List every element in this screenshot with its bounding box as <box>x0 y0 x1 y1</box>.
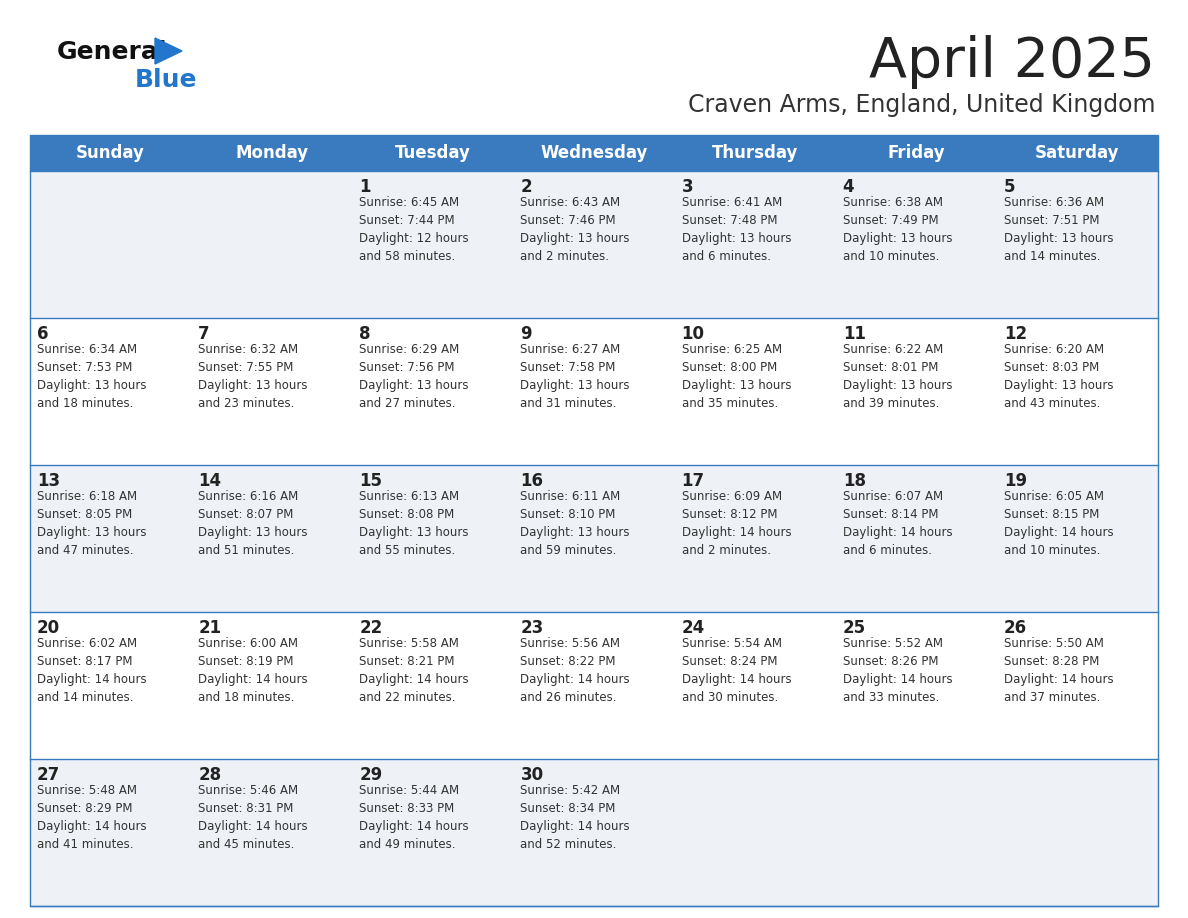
Text: Sunrise: 5:54 AM
Sunset: 8:24 PM
Daylight: 14 hours
and 30 minutes.: Sunrise: 5:54 AM Sunset: 8:24 PM Dayligh… <box>682 637 791 704</box>
Text: Monday: Monday <box>235 144 308 162</box>
Bar <box>30 759 1158 906</box>
Text: 26: 26 <box>1004 619 1026 637</box>
Bar <box>30 171 1158 318</box>
Text: Thursday: Thursday <box>712 144 798 162</box>
Text: Blue: Blue <box>135 68 197 92</box>
Text: 16: 16 <box>520 472 543 490</box>
Text: 6: 6 <box>37 325 49 343</box>
Text: 8: 8 <box>359 325 371 343</box>
Text: Sunrise: 5:52 AM
Sunset: 8:26 PM
Daylight: 14 hours
and 33 minutes.: Sunrise: 5:52 AM Sunset: 8:26 PM Dayligh… <box>842 637 953 704</box>
Text: 7: 7 <box>198 325 210 343</box>
Text: General: General <box>57 40 168 64</box>
Text: Sunrise: 6:02 AM
Sunset: 8:17 PM
Daylight: 14 hours
and 14 minutes.: Sunrise: 6:02 AM Sunset: 8:17 PM Dayligh… <box>37 637 146 704</box>
Text: April 2025: April 2025 <box>868 35 1155 89</box>
Text: 29: 29 <box>359 766 383 784</box>
Text: 11: 11 <box>842 325 866 343</box>
Text: 3: 3 <box>682 178 693 196</box>
Text: 22: 22 <box>359 619 383 637</box>
Text: 9: 9 <box>520 325 532 343</box>
Text: Sunrise: 6:18 AM
Sunset: 8:05 PM
Daylight: 13 hours
and 47 minutes.: Sunrise: 6:18 AM Sunset: 8:05 PM Dayligh… <box>37 490 146 557</box>
Text: Sunrise: 5:50 AM
Sunset: 8:28 PM
Daylight: 14 hours
and 37 minutes.: Sunrise: 5:50 AM Sunset: 8:28 PM Dayligh… <box>1004 637 1113 704</box>
Text: Sunrise: 6:34 AM
Sunset: 7:53 PM
Daylight: 13 hours
and 18 minutes.: Sunrise: 6:34 AM Sunset: 7:53 PM Dayligh… <box>37 343 146 410</box>
Text: Tuesday: Tuesday <box>394 144 470 162</box>
Text: 1: 1 <box>359 178 371 196</box>
Text: Sunrise: 5:46 AM
Sunset: 8:31 PM
Daylight: 14 hours
and 45 minutes.: Sunrise: 5:46 AM Sunset: 8:31 PM Dayligh… <box>198 784 308 851</box>
Text: 2: 2 <box>520 178 532 196</box>
Bar <box>30 612 1158 759</box>
Text: Sunrise: 6:20 AM
Sunset: 8:03 PM
Daylight: 13 hours
and 43 minutes.: Sunrise: 6:20 AM Sunset: 8:03 PM Dayligh… <box>1004 343 1113 410</box>
Text: 23: 23 <box>520 619 544 637</box>
Text: 24: 24 <box>682 619 704 637</box>
Text: Sunday: Sunday <box>76 144 145 162</box>
Text: 20: 20 <box>37 619 61 637</box>
Text: Sunrise: 5:48 AM
Sunset: 8:29 PM
Daylight: 14 hours
and 41 minutes.: Sunrise: 5:48 AM Sunset: 8:29 PM Dayligh… <box>37 784 146 851</box>
Text: 12: 12 <box>1004 325 1026 343</box>
Text: Wednesday: Wednesday <box>541 144 647 162</box>
Text: Sunrise: 6:05 AM
Sunset: 8:15 PM
Daylight: 14 hours
and 10 minutes.: Sunrise: 6:05 AM Sunset: 8:15 PM Dayligh… <box>1004 490 1113 557</box>
Text: 25: 25 <box>842 619 866 637</box>
Text: Sunrise: 6:38 AM
Sunset: 7:49 PM
Daylight: 13 hours
and 10 minutes.: Sunrise: 6:38 AM Sunset: 7:49 PM Dayligh… <box>842 196 953 263</box>
Text: Sunrise: 6:11 AM
Sunset: 8:10 PM
Daylight: 13 hours
and 59 minutes.: Sunrise: 6:11 AM Sunset: 8:10 PM Dayligh… <box>520 490 630 557</box>
Bar <box>30 465 1158 612</box>
Text: 27: 27 <box>37 766 61 784</box>
Bar <box>30 135 1158 171</box>
Text: Sunrise: 6:43 AM
Sunset: 7:46 PM
Daylight: 13 hours
and 2 minutes.: Sunrise: 6:43 AM Sunset: 7:46 PM Dayligh… <box>520 196 630 263</box>
Text: 30: 30 <box>520 766 544 784</box>
Text: Sunrise: 6:22 AM
Sunset: 8:01 PM
Daylight: 13 hours
and 39 minutes.: Sunrise: 6:22 AM Sunset: 8:01 PM Dayligh… <box>842 343 953 410</box>
Text: Sunrise: 5:56 AM
Sunset: 8:22 PM
Daylight: 14 hours
and 26 minutes.: Sunrise: 5:56 AM Sunset: 8:22 PM Dayligh… <box>520 637 630 704</box>
Text: 19: 19 <box>1004 472 1026 490</box>
Text: 21: 21 <box>198 619 221 637</box>
Text: Sunrise: 5:58 AM
Sunset: 8:21 PM
Daylight: 14 hours
and 22 minutes.: Sunrise: 5:58 AM Sunset: 8:21 PM Dayligh… <box>359 637 469 704</box>
Bar <box>30 135 1158 906</box>
Text: 17: 17 <box>682 472 704 490</box>
Text: Sunrise: 6:45 AM
Sunset: 7:44 PM
Daylight: 12 hours
and 58 minutes.: Sunrise: 6:45 AM Sunset: 7:44 PM Dayligh… <box>359 196 469 263</box>
Text: Friday: Friday <box>887 144 946 162</box>
Text: 4: 4 <box>842 178 854 196</box>
Text: 18: 18 <box>842 472 866 490</box>
Text: Sunrise: 6:25 AM
Sunset: 8:00 PM
Daylight: 13 hours
and 35 minutes.: Sunrise: 6:25 AM Sunset: 8:00 PM Dayligh… <box>682 343 791 410</box>
Text: Sunrise: 6:13 AM
Sunset: 8:08 PM
Daylight: 13 hours
and 55 minutes.: Sunrise: 6:13 AM Sunset: 8:08 PM Dayligh… <box>359 490 469 557</box>
Text: Craven Arms, England, United Kingdom: Craven Arms, England, United Kingdom <box>688 93 1155 117</box>
Bar <box>30 318 1158 465</box>
Text: Sunrise: 6:16 AM
Sunset: 8:07 PM
Daylight: 13 hours
and 51 minutes.: Sunrise: 6:16 AM Sunset: 8:07 PM Dayligh… <box>198 490 308 557</box>
Text: 14: 14 <box>198 472 221 490</box>
Text: Sunrise: 6:41 AM
Sunset: 7:48 PM
Daylight: 13 hours
and 6 minutes.: Sunrise: 6:41 AM Sunset: 7:48 PM Dayligh… <box>682 196 791 263</box>
Text: Sunrise: 5:44 AM
Sunset: 8:33 PM
Daylight: 14 hours
and 49 minutes.: Sunrise: 5:44 AM Sunset: 8:33 PM Dayligh… <box>359 784 469 851</box>
Text: Sunrise: 6:29 AM
Sunset: 7:56 PM
Daylight: 13 hours
and 27 minutes.: Sunrise: 6:29 AM Sunset: 7:56 PM Dayligh… <box>359 343 469 410</box>
Text: 10: 10 <box>682 325 704 343</box>
Text: Sunrise: 6:00 AM
Sunset: 8:19 PM
Daylight: 14 hours
and 18 minutes.: Sunrise: 6:00 AM Sunset: 8:19 PM Dayligh… <box>198 637 308 704</box>
Text: Sunrise: 6:27 AM
Sunset: 7:58 PM
Daylight: 13 hours
and 31 minutes.: Sunrise: 6:27 AM Sunset: 7:58 PM Dayligh… <box>520 343 630 410</box>
Text: Saturday: Saturday <box>1035 144 1119 162</box>
Text: Sunrise: 6:09 AM
Sunset: 8:12 PM
Daylight: 14 hours
and 2 minutes.: Sunrise: 6:09 AM Sunset: 8:12 PM Dayligh… <box>682 490 791 557</box>
Text: 15: 15 <box>359 472 383 490</box>
Text: 5: 5 <box>1004 178 1016 196</box>
Text: 28: 28 <box>198 766 221 784</box>
Polygon shape <box>154 38 182 64</box>
Text: 13: 13 <box>37 472 61 490</box>
Text: Sunrise: 6:32 AM
Sunset: 7:55 PM
Daylight: 13 hours
and 23 minutes.: Sunrise: 6:32 AM Sunset: 7:55 PM Dayligh… <box>198 343 308 410</box>
Text: Sunrise: 6:07 AM
Sunset: 8:14 PM
Daylight: 14 hours
and 6 minutes.: Sunrise: 6:07 AM Sunset: 8:14 PM Dayligh… <box>842 490 953 557</box>
Text: Sunrise: 5:42 AM
Sunset: 8:34 PM
Daylight: 14 hours
and 52 minutes.: Sunrise: 5:42 AM Sunset: 8:34 PM Dayligh… <box>520 784 630 851</box>
Text: Sunrise: 6:36 AM
Sunset: 7:51 PM
Daylight: 13 hours
and 14 minutes.: Sunrise: 6:36 AM Sunset: 7:51 PM Dayligh… <box>1004 196 1113 263</box>
